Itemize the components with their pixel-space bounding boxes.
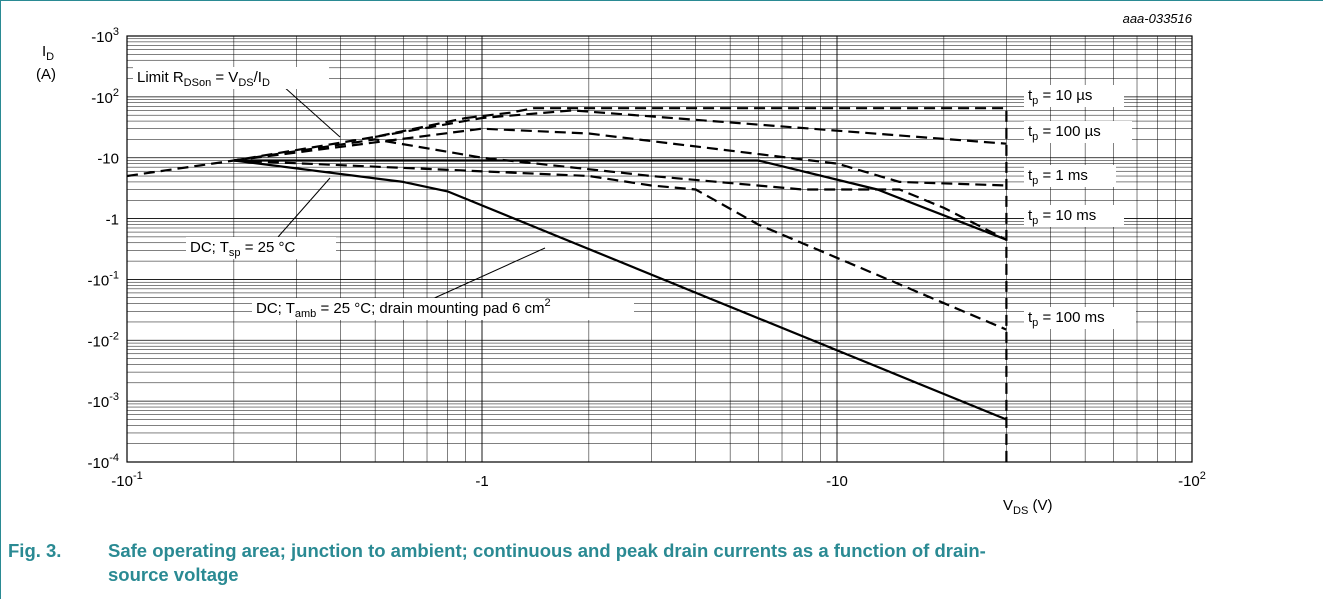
- chart-series: [126, 107, 1008, 462]
- leader-line-dc_tamb: [429, 247, 546, 301]
- plot-border: [126, 35, 1193, 463]
- annotation-dc_tsp: DC; Tsp = 25 °C: [190, 239, 295, 259]
- y-tick-label: -102: [91, 87, 119, 107]
- label-bg-tp10ms: [1024, 205, 1124, 227]
- label-bg-dc_tamb: [252, 298, 634, 320]
- soa-chart: aaa-033516 -10-1 -1 -10 -102-103-102-10-1-1…: [36, 11, 1206, 517]
- label-bg-tp100us: [1024, 121, 1132, 143]
- series-tp-10-ms: [233, 138, 1007, 241]
- label-bg-tp10us: [1024, 85, 1124, 107]
- annotation-tp1ms: tp = 1 ms: [1028, 167, 1088, 187]
- x-tick-label: -10: [826, 473, 848, 490]
- caption-line-1: Fig. 3. Safe operating area; junction to …: [8, 539, 1308, 563]
- chart-grid: [126, 36, 1193, 463]
- caption-line-2: source voltage: [108, 564, 239, 585]
- y-tick-label: -103: [91, 26, 119, 46]
- y-tick-label: -10: [97, 151, 119, 168]
- series-dc-tsp-25-c: [233, 159, 1007, 241]
- series-tp-100-s: [374, 109, 1007, 145]
- y-tick-label: -10-1: [88, 269, 119, 289]
- figure-id-label: aaa-033516: [1123, 11, 1193, 26]
- y-tick-label: -1: [106, 212, 119, 229]
- figure-caption: Fig. 3. Safe operating area; junction to …: [8, 539, 1308, 587]
- label-bg-dc_tsp: [186, 237, 336, 259]
- series-tp-100-ms: [233, 159, 1007, 331]
- x-axis-title: VDS (V): [1003, 497, 1052, 517]
- y-axis-unit: (A): [36, 66, 56, 83]
- series-limit-rdson-vds-id: [126, 116, 467, 178]
- label-bg-tp1ms: [1024, 165, 1116, 187]
- series-dc-tamb-25-c-drain-mounting-pad-6-cm2: [233, 159, 1007, 421]
- label-bg-limit: [133, 67, 329, 89]
- chart-annotations: Limit RDSon = VDS/ID tp = 10 µs tp = 100 µ…: [133, 67, 1136, 329]
- x-tick-label: -1: [475, 473, 488, 490]
- annotation-tp100ms: tp = 100 ms: [1028, 309, 1105, 329]
- annotation-limit: Limit RDSon = VDS/ID: [137, 69, 270, 89]
- leader-line-limit: [282, 85, 341, 138]
- chart-leader-lines: [277, 85, 546, 301]
- annotation-tp100us: tp = 100 µs: [1028, 123, 1101, 143]
- chart-axes: aaa-033516 -10-1 -1 -10 -102-103-102-10-1-1…: [36, 11, 1206, 517]
- series-tp-10-s: [465, 107, 1008, 462]
- x-tick-label: -102: [1178, 470, 1206, 490]
- x-tick-label: -10-1: [111, 470, 142, 490]
- y-axis-title: ID: [42, 43, 54, 63]
- y-tick-label: -10-3: [88, 391, 119, 411]
- caption-text-1: Safe operating area; junction to ambient…: [108, 540, 986, 561]
- label-bg-tp100ms: [1024, 307, 1136, 329]
- series-tp-1-ms: [233, 127, 1007, 187]
- caption-number: Fig. 3.: [8, 540, 62, 561]
- leader-line-dc_tsp: [277, 177, 331, 238]
- y-tick-label: -10-4: [88, 452, 119, 472]
- annotation-dc_tamb: DC; Tamb = 25 °C; drain mounting pad 6 c…: [256, 297, 551, 320]
- annotation-tp10ms: tp = 10 ms: [1028, 207, 1096, 227]
- annotation-tp10us: tp = 10 µs: [1028, 87, 1092, 107]
- y-tick-label: -10-2: [88, 330, 119, 350]
